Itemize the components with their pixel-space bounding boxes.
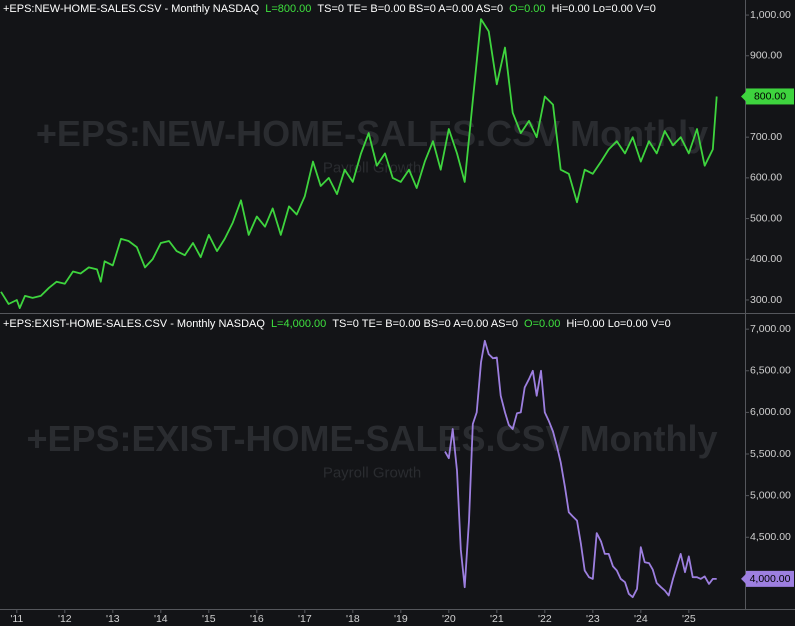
x-tick-label: '12: [58, 613, 72, 625]
x-tick-label: '16: [250, 613, 264, 625]
y-tick-label: 400.00: [750, 253, 782, 265]
last-value-label: 800.00: [754, 91, 786, 103]
header-item: L=800.00: [265, 3, 311, 15]
y-tick-label: 5,000.00: [750, 489, 791, 501]
header-item: O=0.00: [524, 318, 560, 330]
x-tick-label: '22: [538, 613, 552, 625]
x-tick-label: '13: [106, 613, 120, 625]
x-tick-label: '20: [442, 613, 456, 625]
header-item: +EPS:EXIST-HOME-SALES.CSV - Monthly NASD…: [3, 318, 265, 330]
header-item: TS=0 TE= B=0.00 BS=0 A=0.00 AS=0: [332, 318, 518, 330]
series-line: [0, 18, 718, 309]
header-item: L=4,000.00: [271, 318, 326, 330]
header-item: +EPS:NEW-HOME-SALES.CSV - Monthly NASDAQ: [3, 3, 260, 15]
x-tick-label: '25: [682, 613, 696, 625]
watermark: +EPS:EXIST-HOME-SALES.CSV Monthly: [26, 418, 717, 459]
y-tick-label: 500.00: [750, 212, 782, 224]
y-tick-label: 600.00: [750, 172, 782, 184]
header-item: TS=0 TE= B=0.00 BS=0 A=0.00 AS=0: [317, 3, 503, 15]
x-tick-label: '21: [490, 613, 504, 625]
y-tick-label: 4,500.00: [750, 531, 791, 543]
y-tick-label: 700.00: [750, 131, 782, 143]
last-value-label: 4,000.00: [750, 573, 791, 585]
x-tick-label: '23: [586, 613, 600, 625]
last-value-box: [746, 88, 794, 105]
x-tick-label: '15: [202, 613, 216, 625]
y-tick-label: 6,000.00: [750, 406, 791, 418]
header-item: Hi=0.00 Lo=0.00 V=0: [552, 3, 656, 15]
y-tick-label: 900.00: [750, 50, 782, 62]
watermark-subtitle: Payroll Growth: [323, 464, 421, 481]
x-tick-label: '17: [298, 613, 312, 625]
x-tick-label: '18: [346, 613, 360, 625]
y-tick-label: 300.00: [750, 294, 782, 306]
y-tick-label: 1,000.00: [750, 9, 791, 21]
y-tick-label: 7,000.00: [750, 323, 791, 335]
last-value-pointer: [741, 91, 746, 102]
x-tick-label: '11: [10, 613, 23, 625]
panel-header: +EPS:NEW-HOME-SALES.CSV - Monthly NASDAQ…: [3, 3, 656, 15]
y-tick-label: 6,500.00: [750, 365, 791, 377]
header-item: O=0.00: [509, 3, 545, 15]
x-tick-label: '14: [154, 613, 168, 625]
x-tick-label: '24: [634, 613, 648, 625]
panel-header: +EPS:EXIST-HOME-SALES.CSV - Monthly NASD…: [3, 318, 671, 330]
header-item: Hi=0.00 Lo=0.00 V=0: [566, 318, 670, 330]
last-value-pointer: [741, 573, 746, 584]
last-value-box: [746, 570, 794, 587]
series-line: [444, 339, 717, 599]
y-tick-label: 5,500.00: [750, 448, 791, 460]
x-tick-label: '19: [394, 613, 408, 625]
